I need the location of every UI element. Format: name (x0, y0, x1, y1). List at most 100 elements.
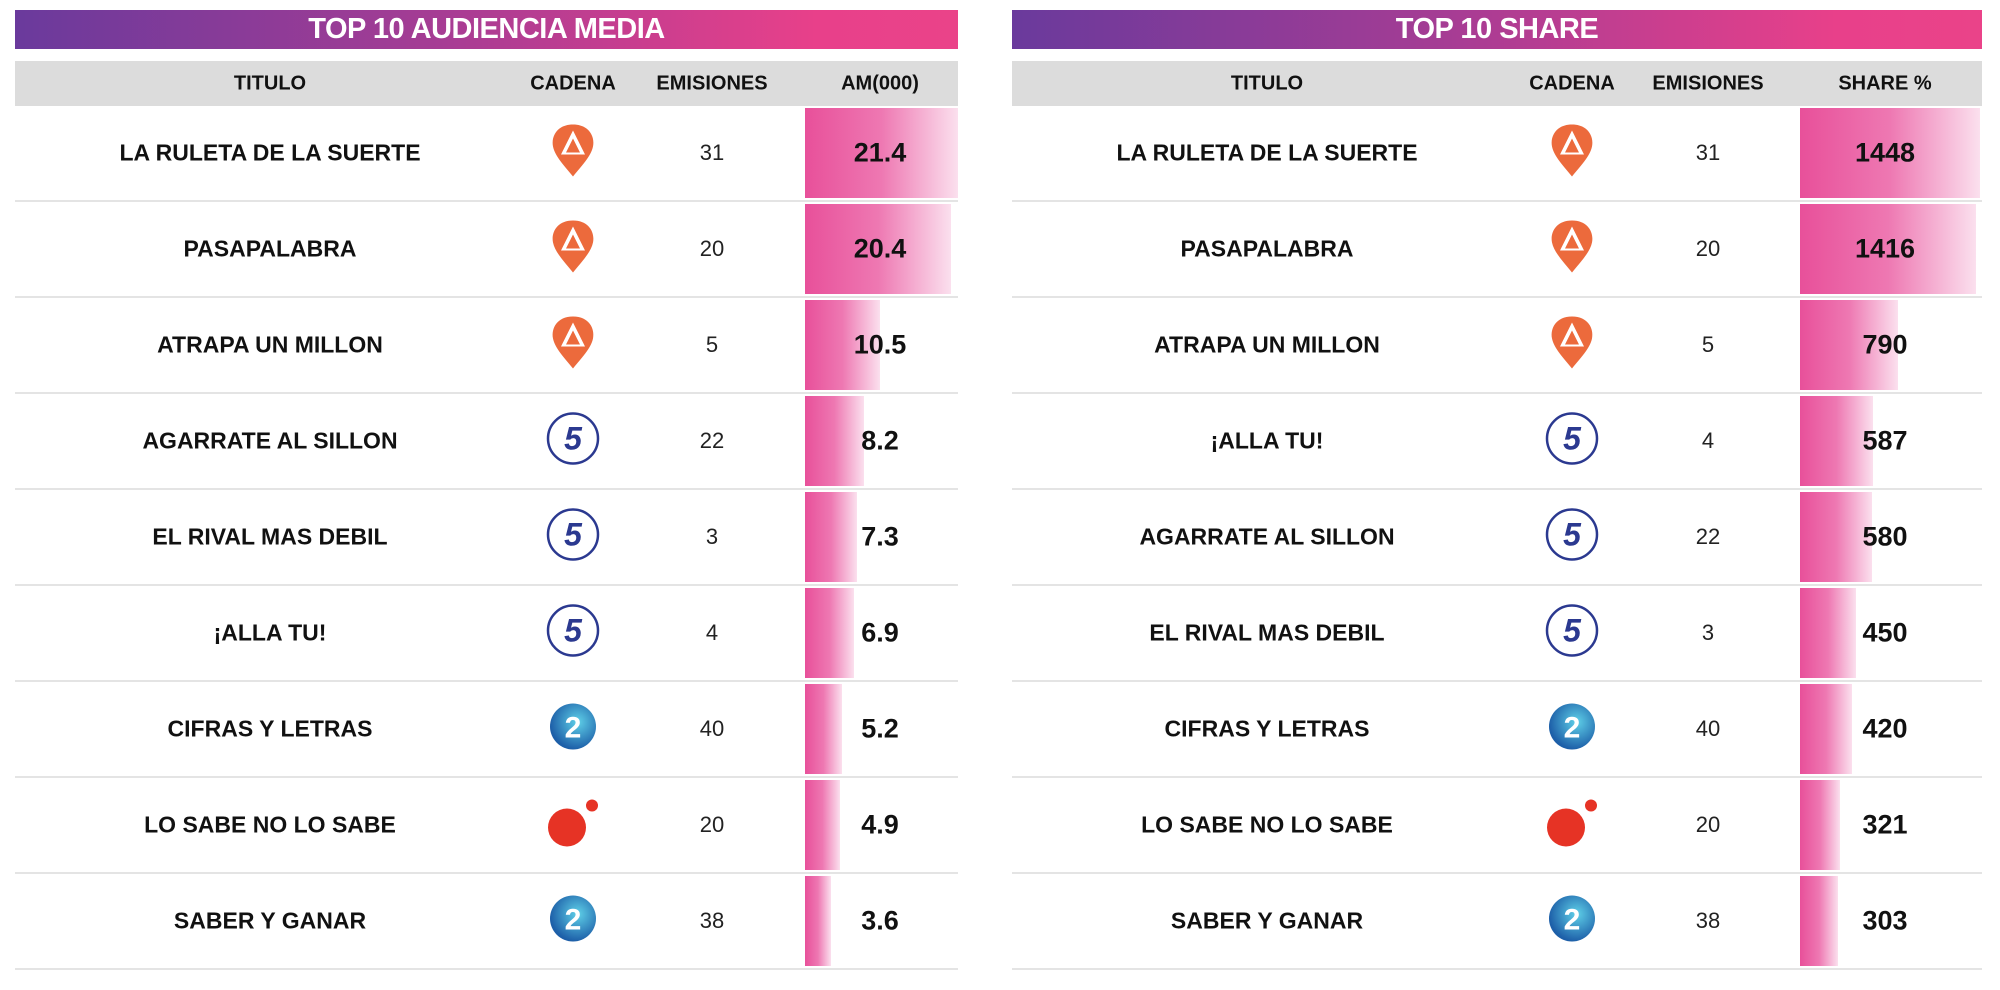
svg-text:2: 2 (1564, 904, 1581, 937)
emisiones-value: 31 (699, 140, 725, 165)
svg-text:5: 5 (564, 613, 583, 649)
table-row: CIFRAS Y LETRAS 2 40 5.2 (15, 682, 958, 778)
emisiones-value: 40 (699, 716, 725, 741)
telecinco-logo-icon: 5 (1545, 412, 1599, 471)
value-label: 6.9 (861, 617, 899, 648)
table-row: CIFRAS Y LETRAS 2 40 420 (1012, 682, 1982, 778)
emisiones-value: 4 (1701, 428, 1715, 453)
svg-text:5: 5 (564, 517, 583, 553)
value-bar (1800, 204, 1977, 294)
column-header-row: TITULO CADENA EMISIONES SHARE % (1012, 61, 1982, 106)
table-row: ATRAPA UN MILLON 5 790 (1012, 298, 1982, 394)
emisiones-value: 3 (705, 524, 719, 549)
telecinco-logo-icon: 5 (546, 508, 600, 567)
program-title: LA RULETA DE LA SUERTE (1116, 139, 1418, 166)
column-header: AM(000) (841, 72, 919, 94)
value-label: 10.5 (853, 329, 907, 360)
svg-text:5: 5 (1563, 517, 1582, 553)
svg-text:5: 5 (1563, 421, 1582, 457)
program-title: PASAPALABRA (1180, 235, 1354, 262)
value-bar (1800, 300, 1899, 390)
value-label: 3.6 (861, 905, 899, 936)
emisiones-value: 22 (699, 428, 725, 453)
emisiones-value: 5 (705, 332, 719, 357)
antena3-logo-icon (1548, 219, 1596, 280)
table-row: LA RULETA DE LA SUERTE 31 21.4 (15, 106, 958, 202)
emisiones-value: 38 (699, 908, 725, 933)
table-row: SABER Y GANAR 2 38 3.6 (15, 874, 958, 970)
column-header: CADENA (530, 72, 616, 94)
value-label: 20.4 (853, 233, 907, 264)
value-bar (1800, 684, 1853, 774)
table-row: SABER Y GANAR 2 38 303 (1012, 874, 1982, 970)
table-row: PASAPALABRA 20 20.4 (15, 202, 958, 298)
antena3-logo-icon (549, 219, 597, 280)
value-label: 8.2 (861, 425, 899, 456)
value-label: 321 (1862, 809, 1908, 840)
program-title: LO SABE NO LO SABE (144, 811, 396, 838)
column-header-row: TITULO CADENA EMISIONES AM(000) (15, 61, 958, 106)
value-bar (805, 204, 951, 294)
emisiones-value: 22 (1695, 524, 1721, 549)
table-row: ¡ALLA TU! 5 4 587 (1012, 394, 1982, 490)
column-header: SHARE % (1838, 72, 1932, 94)
table-row: EL RIVAL MAS DEBIL 5 3 7.3 (15, 490, 958, 586)
value-label: 420 (1862, 713, 1908, 744)
value-bar (1800, 876, 1838, 966)
value-bar (805, 588, 855, 678)
la2-logo-icon: 2 (1545, 700, 1599, 759)
antena3-logo-icon (1548, 123, 1596, 184)
emisiones-value: 20 (1695, 236, 1721, 261)
value-label: 587 (1862, 425, 1908, 456)
program-title: SABER Y GANAR (1170, 907, 1364, 934)
column-header: EMISIONES (1652, 72, 1764, 94)
antena3-logo-icon (549, 315, 597, 376)
antena3-logo-icon (1548, 315, 1596, 376)
telecinco-logo-icon: 5 (546, 604, 600, 663)
value-label: 790 (1862, 329, 1908, 360)
value-label: 21.4 (853, 137, 907, 168)
program-title: PASAPALABRA (183, 235, 357, 262)
la2-logo-icon: 2 (1545, 892, 1599, 951)
program-title: EL RIVAL MAS DEBIL (152, 523, 388, 550)
program-title: SABER Y GANAR (173, 907, 367, 934)
svg-text:5: 5 (1563, 613, 1582, 649)
top10-audiencia-panel: TOP 10 AUDIENCIA MEDIA TITULO CADENA EMISIO… (15, 10, 958, 970)
table-title: TOP 10 AUDIENCIA MEDIA (15, 10, 958, 49)
table-row: ATRAPA UN MILLON 5 10.5 (15, 298, 958, 394)
emisiones-value: 38 (1695, 908, 1721, 933)
value-label: 7.3 (861, 521, 899, 552)
program-title: CIFRAS Y LETRAS (167, 715, 373, 742)
program-title: EL RIVAL MAS DEBIL (1149, 619, 1385, 646)
program-title: AGARRATE AL SILLON (142, 427, 398, 454)
value-label: 4.9 (861, 809, 899, 840)
program-title: ¡ALLA TU! (1210, 427, 1324, 454)
value-bar (1800, 588, 1856, 678)
value-label: 303 (1862, 905, 1908, 936)
program-title: LO SABE NO LO SABE (1141, 811, 1393, 838)
la2-logo-icon: 2 (546, 700, 600, 759)
table-title: TOP 10 SHARE (1012, 10, 1982, 49)
value-bar (805, 108, 958, 198)
telecinco-logo-icon: 5 (1545, 508, 1599, 567)
column-header: TITULO (233, 72, 307, 94)
antena3-logo-icon (549, 123, 597, 184)
value-bar (805, 780, 841, 870)
column-header: CADENA (1529, 72, 1615, 94)
svg-text:5: 5 (564, 421, 583, 457)
emisiones-value: 4 (705, 620, 719, 645)
table-row: LO SABE NO LO SABE 20 321 (1012, 778, 1982, 874)
value-bar (805, 684, 843, 774)
column-header: EMISIONES (656, 72, 768, 94)
svg-text:2: 2 (565, 904, 582, 937)
table-row: ¡ALLA TU! 5 4 6.9 (15, 586, 958, 682)
program-title: ¡ALLA TU! (213, 619, 327, 646)
program-title: ATRAPA UN MILLON (157, 331, 383, 358)
table-row: AGARRATE AL SILLON 5 22 580 (1012, 490, 1982, 586)
svg-text:2: 2 (1564, 712, 1581, 745)
cuatro-logo-icon (545, 796, 601, 855)
emisiones-value: 20 (1695, 812, 1721, 837)
column-header: TITULO (1230, 72, 1304, 94)
telecinco-logo-icon: 5 (1545, 604, 1599, 663)
emisiones-value: 20 (699, 236, 725, 261)
